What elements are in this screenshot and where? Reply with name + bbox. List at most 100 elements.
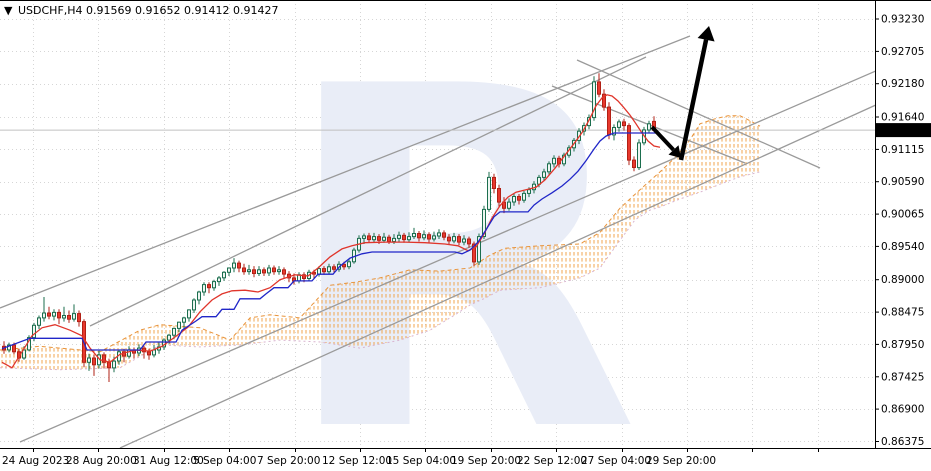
time-axis-label[interactable]: 19 Sep 20:00: [451, 455, 521, 467]
candle-body: [187, 309, 191, 319]
symbol-dropdown-icon[interactable]: ▼: [4, 4, 13, 17]
candle-body: [277, 269, 281, 273]
candle-body: [202, 284, 206, 293]
arrow-annotations[interactable]: [650, 26, 715, 161]
candle-body: [67, 315, 71, 320]
candle-body: [257, 269, 261, 274]
candle-body: [382, 236, 386, 241]
candle-body: [57, 311, 61, 319]
price-axis-label[interactable]: 0.89540: [881, 241, 924, 253]
current-price-value: 0.91427: [880, 125, 923, 137]
candle-body: [372, 236, 376, 241]
time-axis-label[interactable]: 24 Aug 2023: [2, 455, 69, 467]
price-axis-label[interactable]: 0.92180: [881, 78, 924, 90]
candle-body: [102, 354, 106, 363]
candle-body: [432, 235, 436, 240]
candle-body: [452, 236, 456, 242]
ohlc-readout: 0.91569 0.91652 0.91412 0.91427: [86, 4, 278, 17]
candle-body: [42, 312, 46, 319]
trend-arrow-head[interactable]: [668, 145, 682, 158]
candle-body: [37, 317, 41, 326]
trend-arrow-head[interactable]: [697, 26, 715, 42]
trend-line[interactable]: [119, 104, 878, 448]
candle-body: [482, 208, 486, 237]
candle-body: [147, 351, 151, 356]
candle-body: [592, 81, 596, 119]
candle-body: [92, 357, 96, 366]
senkou-span-a-line: [0, 115, 761, 353]
candle-body: [552, 157, 556, 165]
trend-arrow-shaft[interactable]: [678, 39, 709, 161]
candle-body: [107, 361, 111, 369]
price-axis-label[interactable]: 0.89000: [881, 274, 924, 286]
trend-line-objects[interactable]: [0, 35, 878, 448]
price-axis-label[interactable]: 0.86900: [881, 404, 924, 416]
candle-body: [222, 271, 226, 279]
price-axis-label[interactable]: 0.87950: [881, 339, 924, 351]
time-axis-label[interactable]: 29 Sep 20:00: [646, 455, 716, 467]
time-axis-label[interactable]: 15 Sep 04:00: [386, 455, 456, 467]
price-axis-label[interactable]: 0.90590: [881, 176, 924, 188]
candlestick-series: [2, 73, 656, 382]
candle-body: [217, 277, 221, 283]
candle-body: [547, 163, 551, 173]
candle-body: [362, 235, 366, 239]
candle-body: [472, 243, 476, 263]
time-axis-label[interactable]: 7 Sep 20:00: [257, 455, 320, 467]
trend-line[interactable]: [576, 59, 821, 169]
price-axis-label[interactable]: 0.88475: [881, 307, 924, 319]
time-axis-label[interactable]: 27 Sep 04:00: [581, 455, 651, 467]
time-axis-label[interactable]: 22 Sep 12:00: [517, 455, 587, 467]
candle-body: [207, 284, 211, 289]
candle-body: [442, 232, 446, 238]
candle-body: [407, 236, 411, 241]
candle-body: [402, 234, 406, 241]
candle-body: [192, 299, 196, 311]
candle-body: [22, 349, 26, 359]
price-axis-label[interactable]: 0.93230: [881, 14, 924, 26]
candle-body: [167, 334, 171, 341]
price-axis-label[interactable]: 0.91115: [881, 144, 924, 156]
window-top-border: [0, 0, 931, 1]
trend-line[interactable]: [0, 35, 691, 309]
candle-body: [617, 121, 621, 128]
candle-body: [622, 121, 626, 127]
price-axis-label[interactable]: 0.87425: [881, 371, 924, 383]
candle-body: [182, 317, 186, 323]
current-price-tag: 0.91427: [876, 123, 931, 138]
price-axis-label[interactable]: 0.90065: [881, 209, 924, 221]
candle-body: [32, 324, 36, 339]
candle-body: [7, 344, 11, 351]
candle-body: [512, 196, 516, 203]
trend-line[interactable]: [19, 70, 878, 443]
candle-body: [457, 236, 461, 243]
trend-arrow-shaft[interactable]: [650, 125, 675, 152]
candle-body: [47, 312, 51, 317]
candle-body: [377, 236, 381, 241]
candle-body: [607, 106, 611, 136]
candle-body: [527, 189, 531, 194]
symbol-timeframe-label: USDCHF,H4: [18, 4, 83, 17]
candle-body: [87, 357, 91, 363]
candle-body: [52, 311, 56, 317]
candle-body: [327, 266, 331, 273]
kijun-sen-line: [1, 132, 660, 351]
candle-body: [267, 267, 271, 274]
candle-body: [647, 123, 651, 131]
time-axis-label[interactable]: 28 Aug 20:00: [66, 455, 137, 467]
candle-body: [367, 235, 371, 241]
price-axis-label[interactable]: 0.92705: [881, 46, 924, 58]
price-axis-label[interactable]: 0.91640: [881, 112, 924, 124]
trend-line[interactable]: [89, 56, 647, 327]
candle-body: [282, 269, 286, 275]
time-axis-label[interactable]: 31 Aug 12:00: [133, 455, 204, 467]
candle-body: [477, 236, 481, 263]
price-axis-label[interactable]: 0.86375: [881, 436, 924, 448]
candle-body: [242, 267, 246, 273]
time-axis-label[interactable]: 12 Sep 12:00: [322, 455, 392, 467]
candle-body: [262, 269, 266, 274]
time-axis-label[interactable]: 5 Sep 04:00: [193, 455, 256, 467]
candle-body: [62, 315, 66, 319]
